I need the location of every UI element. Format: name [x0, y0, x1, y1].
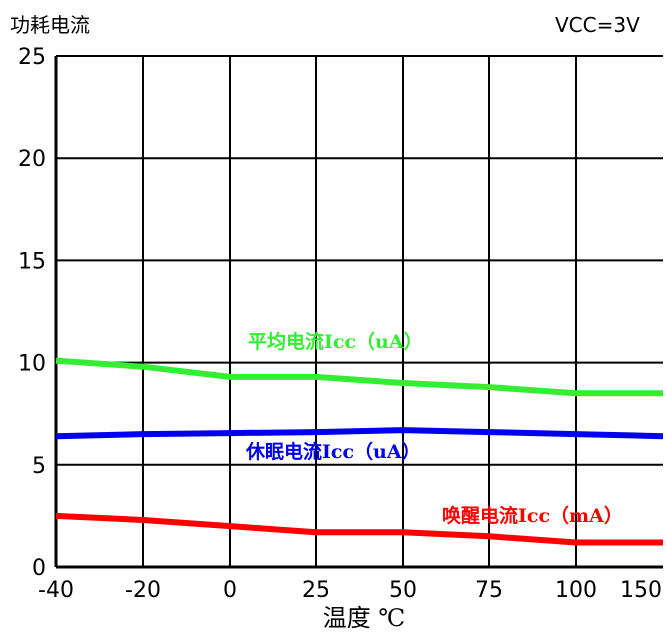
y-tick-label: 15: [18, 249, 46, 274]
series-label-1: 平均电流Icc（uA）: [248, 330, 423, 353]
y-tick-labels: 0 5 10 15 20 25: [18, 45, 46, 581]
y-tick-label: 5: [32, 454, 46, 479]
series-line-2: [55, 427, 664, 440]
x-tick-label: 25: [302, 578, 330, 603]
x-tick-label: 100: [555, 578, 597, 603]
series-lines: [55, 357, 664, 546]
x-tick-label: -20: [125, 578, 161, 603]
x-tick-label: -40: [38, 578, 74, 603]
series-label-2: 休眠电流Icc（uA）: [245, 440, 421, 463]
x-tick-label: 0: [223, 578, 237, 603]
x-tick-label: 50: [389, 578, 417, 603]
vcc-annotation: VCC=3V: [555, 13, 640, 37]
x-axis-label: 温度 ℃: [323, 604, 405, 632]
x-tick-label: 75: [475, 578, 503, 603]
x-tick-label: 150: [620, 578, 662, 603]
y-tick-label: 20: [18, 147, 46, 172]
x-tick-labels: -40 -20 0 25 50 75 100 150: [38, 578, 662, 603]
y-tick-label: 0: [32, 556, 46, 581]
series-line-3: [55, 512, 663, 546]
series-line-1: [55, 357, 663, 397]
series-label-3: 唤醒电流Icc（mA）: [442, 504, 623, 527]
y-tick-label: 25: [18, 45, 46, 70]
y-tick-label: 10: [18, 352, 46, 377]
series-labels: 平均电流Icc（uA） 休眠电流Icc（uA） 唤醒电流Icc（mA）: [245, 330, 623, 527]
grid: [54, 55, 663, 569]
chart-title: 功耗电流: [10, 13, 90, 37]
